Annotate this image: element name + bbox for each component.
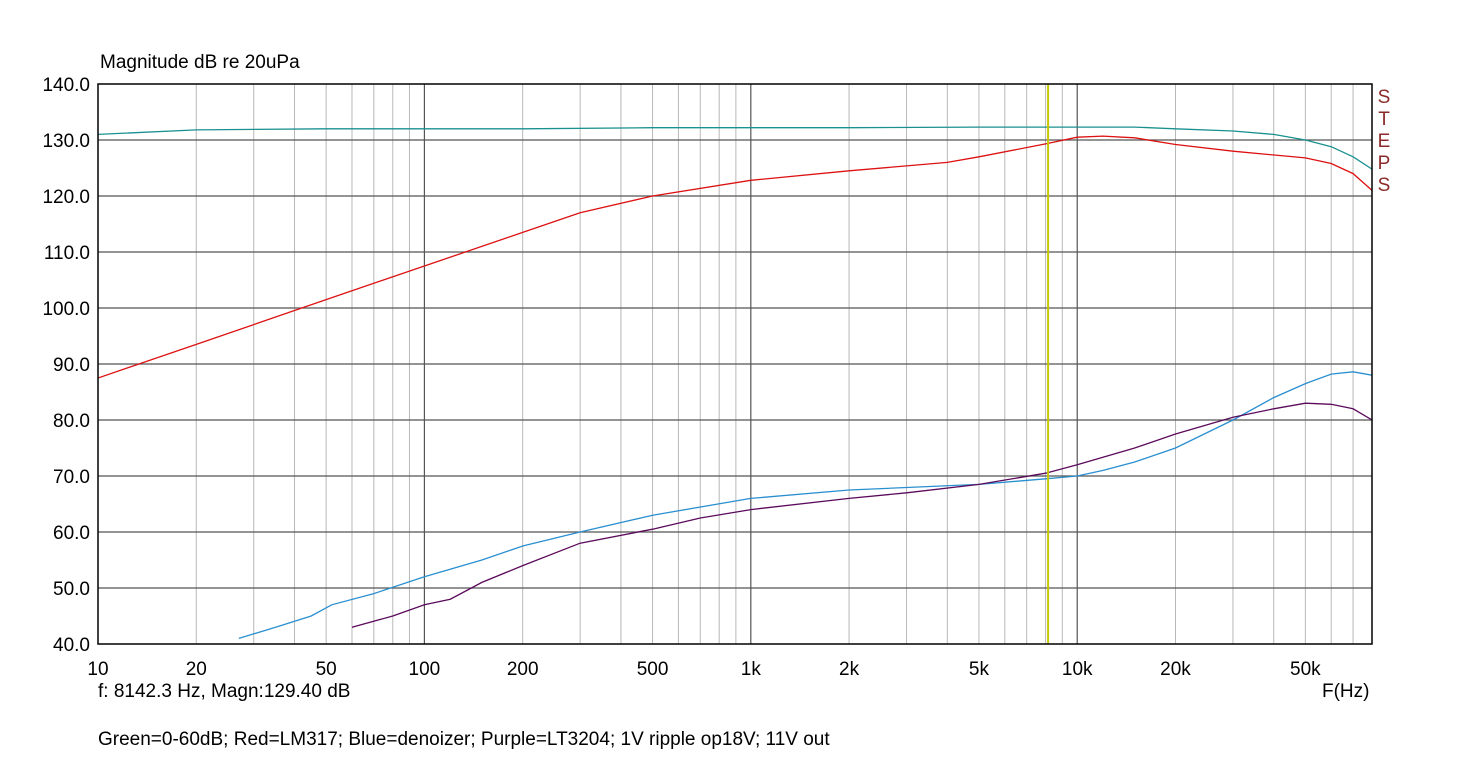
x-tick-label: 10 bbox=[87, 659, 108, 680]
x-tick-label: 10k bbox=[1062, 659, 1093, 680]
x-tick-label: 200 bbox=[507, 659, 539, 680]
y-tick-label: 130.0 bbox=[42, 131, 90, 152]
cursor-readout: f: 8142.3 Hz, Magn:129.40 dB bbox=[98, 681, 351, 702]
y-tick-label: 110.0 bbox=[44, 243, 90, 264]
steps-letter: S bbox=[1378, 87, 1391, 108]
steps-letter: T bbox=[1378, 109, 1390, 130]
series-line-2 bbox=[98, 135, 1372, 379]
y-tick-labels: 140.0 130.0 120.0 110.0 100.0 90.0 80.0 70.0 60.… bbox=[42, 75, 90, 656]
x-tick-label: 2k bbox=[839, 659, 860, 680]
y-tick-label: 100.0 bbox=[42, 299, 90, 320]
steps-letter: P bbox=[1378, 153, 1391, 174]
x-tick-label: 500 bbox=[637, 659, 669, 680]
x-tick-label: 5k bbox=[969, 659, 990, 680]
y-tick-label: 80.0 bbox=[53, 411, 90, 432]
series-line-1 bbox=[98, 126, 1372, 170]
grid bbox=[98, 84, 1372, 644]
x-tick-label: 20 bbox=[186, 659, 207, 680]
x-tick-labels: 10 20 50 100 200 500 1k 2k 5k 10k 20k 50k bbox=[87, 659, 1321, 680]
steps-letter: S bbox=[1378, 175, 1391, 196]
series-line-4 bbox=[351, 402, 1372, 628]
series-line-3 bbox=[238, 371, 1372, 640]
y-tick-label: 40.0 bbox=[53, 635, 90, 656]
x-axis-label: F(Hz) bbox=[1322, 681, 1370, 702]
steps-letter: E bbox=[1378, 131, 1391, 152]
y-tick-label: 90.0 bbox=[53, 355, 90, 376]
plot-frame bbox=[97, 83, 1373, 645]
x-tick-label: 1k bbox=[741, 659, 762, 680]
series-group bbox=[98, 126, 1372, 640]
y-tick-label: 140.0 bbox=[42, 75, 90, 96]
y-axis-label: Magnitude dB re 20uPa bbox=[100, 52, 300, 73]
x-tick-label: 50k bbox=[1290, 659, 1321, 680]
y-tick-label: 50.0 bbox=[53, 579, 90, 600]
y-tick-label: 70.0 bbox=[53, 467, 90, 488]
x-tick-label: 20k bbox=[1160, 659, 1191, 680]
x-tick-label: 100 bbox=[409, 659, 441, 680]
x-tick-label: 50 bbox=[316, 659, 337, 680]
y-tick-label: 120.0 bbox=[42, 187, 90, 208]
legend-text: Green=0-60dB; Red=LM317; Blue=denoizer; … bbox=[98, 729, 830, 750]
y-tick-label: 60.0 bbox=[53, 523, 90, 544]
